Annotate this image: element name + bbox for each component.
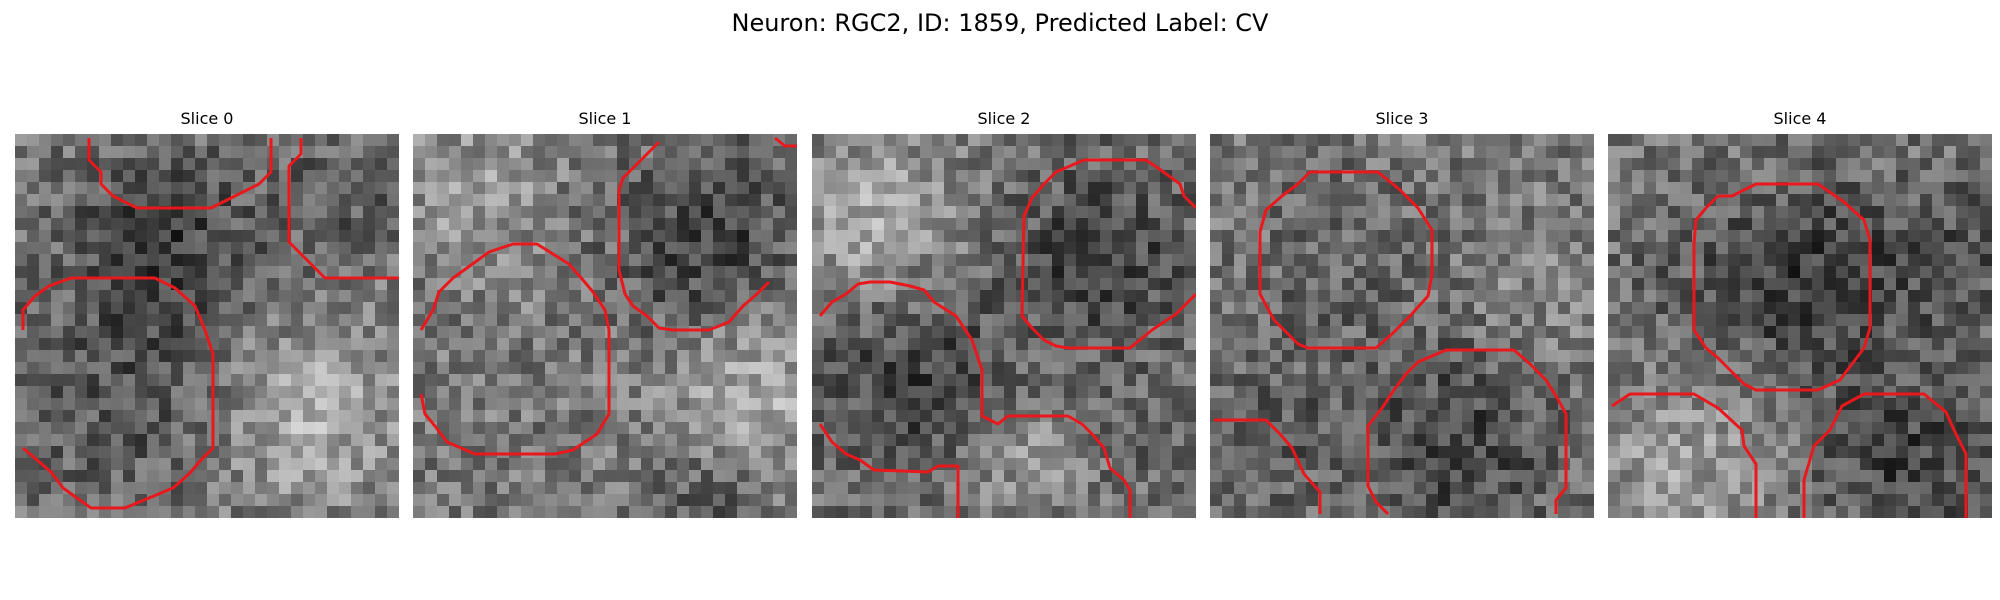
figure-title: Neuron: RGC2, ID: 1859, Predicted Label:… [731, 9, 1269, 37]
cell-contour [1692, 182, 1872, 392]
cell-contour [287, 138, 399, 280]
cell-contours [1611, 182, 1968, 518]
slice-title-0: Slice 0 [180, 109, 234, 128]
slice-image-3 [1210, 134, 1594, 518]
slice-title-1: Slice 1 [578, 109, 632, 128]
slice-image-2 [812, 134, 1196, 518]
grayscale-pixels [1210, 134, 1594, 518]
slice-panel-3: Slice 3 [1210, 108, 1594, 522]
slice-title-2: Slice 2 [977, 109, 1031, 128]
cell-contour [818, 280, 1132, 518]
cell-contour [21, 276, 215, 510]
cell-contour [1258, 170, 1434, 350]
slice-image-0 [15, 134, 399, 518]
slice-title-4: Slice 4 [1773, 109, 1827, 128]
cell-contour [87, 138, 273, 210]
grayscale-pixels [15, 134, 399, 518]
cell-contour [1366, 348, 1568, 516]
slice-title-3: Slice 3 [1375, 109, 1429, 128]
cell-contour [419, 242, 611, 456]
cell-contours [818, 158, 1196, 518]
cell-contours [419, 136, 797, 456]
grayscale-pixels [1608, 134, 1992, 518]
slice-panel-4: Slice 4 [1608, 108, 1992, 522]
cell-contour [1802, 392, 1968, 518]
slice-panel-2: Slice 2 [812, 108, 1196, 522]
grayscale-pixels [812, 134, 1196, 518]
slice-image-4 [1608, 134, 1992, 518]
cell-contour [774, 136, 797, 148]
cell-contour [1020, 158, 1196, 350]
cell-contour [617, 140, 771, 332]
slice-panel-0: Slice 0 [15, 108, 399, 522]
cell-contours [21, 138, 399, 510]
cell-contours [1214, 170, 1568, 516]
slice-image-1 [413, 134, 797, 518]
cell-contour [1611, 392, 1758, 518]
slice-panel-1: Slice 1 [413, 108, 797, 522]
cell-contour [1214, 418, 1322, 514]
grayscale-pixels [413, 134, 797, 518]
cell-contour [818, 423, 960, 518]
